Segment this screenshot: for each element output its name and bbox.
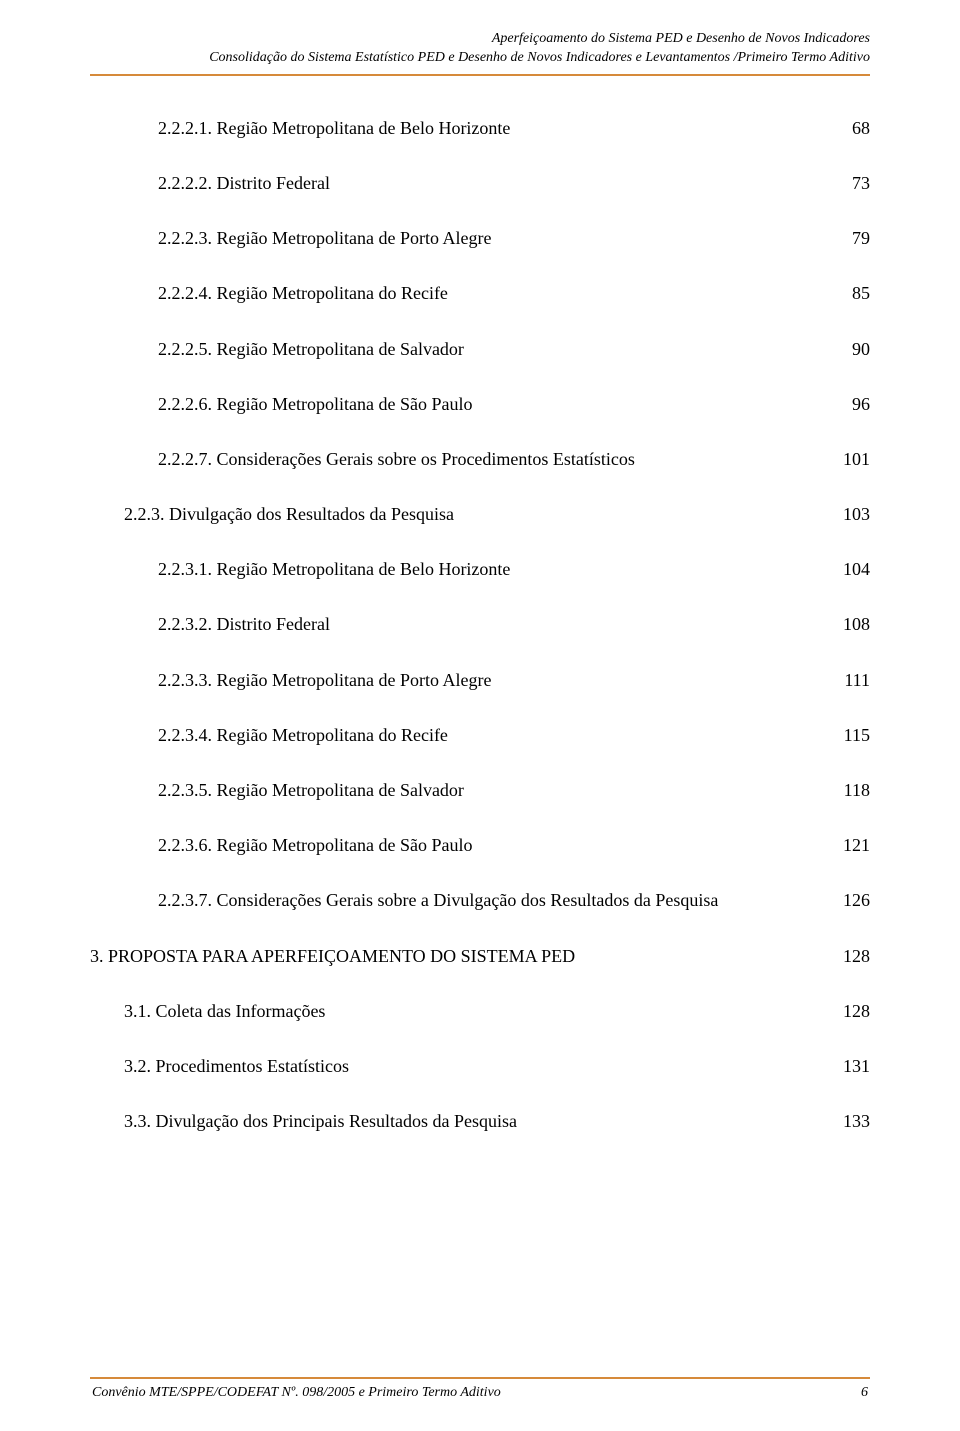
toc-row: 2.2.2.7. Considerações Gerais sobre os P… — [90, 447, 870, 472]
header-line-2: Consolidação do Sistema Estatístico PED … — [90, 49, 870, 68]
toc-entry-label: 2.2.2.2. Distrito Federal — [158, 171, 830, 196]
toc-entry-page: 131 — [830, 1054, 870, 1079]
toc-entry-label: 2.2.3.7. Considerações Gerais sobre a Di… — [158, 888, 830, 913]
toc-row: 3.1. Coleta das Informações128 — [90, 999, 870, 1024]
toc-row: 2.2.3.3. Região Metropolitana de Porto A… — [90, 668, 870, 693]
toc-entry-page: 96 — [830, 392, 870, 417]
toc-entry-label: 2.2.3. Divulgação dos Resultados da Pesq… — [124, 502, 830, 527]
toc-row: 2.2.3.6. Região Metropolitana de São Pau… — [90, 833, 870, 858]
toc-entry-label: 3.3. Divulgação dos Principais Resultado… — [124, 1109, 830, 1134]
page-footer-wrap: Convênio MTE/SPPE/CODEFAT Nº. 098/2005 e… — [90, 1377, 870, 1401]
toc-row: 3.2. Procedimentos Estatísticos131 — [90, 1054, 870, 1079]
toc-entry-label: 2.2.3.3. Região Metropolitana de Porto A… — [158, 668, 830, 693]
toc-entry-label: 2.2.2.3. Região Metropolitana de Porto A… — [158, 226, 830, 251]
toc-entry-label: 2.2.2.7. Considerações Gerais sobre os P… — [158, 447, 830, 472]
toc-row: 2.2.2.6. Região Metropolitana de São Pau… — [90, 392, 870, 417]
toc-row: 2.2.3.2. Distrito Federal108 — [90, 612, 870, 637]
toc-entry-page: 111 — [830, 668, 870, 693]
table-of-contents: 2.2.2.1. Região Metropolitana de Belo Ho… — [90, 116, 870, 1377]
page-header: Aperfeiçoamento do Sistema PED e Desenho… — [90, 30, 870, 72]
toc-entry-page: 128 — [830, 999, 870, 1024]
toc-row: 2.2.3.7. Considerações Gerais sobre a Di… — [90, 888, 870, 913]
toc-entry-label: 3. PROPOSTA PARA APERFEIÇOAMENTO DO SIST… — [90, 944, 830, 969]
toc-row: 2.2.3.5. Região Metropolitana de Salvado… — [90, 778, 870, 803]
toc-entry-label: 3.1. Coleta das Informações — [124, 999, 830, 1024]
toc-row: 2.2.2.5. Região Metropolitana de Salvado… — [90, 337, 870, 362]
toc-row: 2.2.3.4. Região Metropolitana do Recife1… — [90, 723, 870, 748]
toc-row: 2.2.2.2. Distrito Federal73 — [90, 171, 870, 196]
toc-entry-page: 90 — [830, 337, 870, 362]
toc-entry-page: 68 — [830, 116, 870, 141]
toc-entry-page: 73 — [830, 171, 870, 196]
footer-rule — [90, 1377, 870, 1379]
toc-entry-page: 133 — [830, 1109, 870, 1134]
toc-entry-page: 118 — [830, 778, 870, 803]
toc-entry-page: 108 — [830, 612, 870, 637]
toc-entry-label: 2.2.2.4. Região Metropolitana do Recife — [158, 281, 830, 306]
toc-row: 2.2.2.4. Região Metropolitana do Recife8… — [90, 281, 870, 306]
toc-entry-label: 2.2.2.1. Região Metropolitana de Belo Ho… — [158, 116, 830, 141]
footer-page-number: 6 — [861, 1385, 868, 1401]
toc-entry-page: 85 — [830, 281, 870, 306]
toc-entry-label: 2.2.2.5. Região Metropolitana de Salvado… — [158, 337, 830, 362]
toc-row: 3. PROPOSTA PARA APERFEIÇOAMENTO DO SIST… — [90, 944, 870, 969]
toc-entry-label: 2.2.3.4. Região Metropolitana do Recife — [158, 723, 830, 748]
document-page: Aperfeiçoamento do Sistema PED e Desenho… — [0, 0, 960, 1431]
toc-entry-label: 2.2.3.6. Região Metropolitana de São Pau… — [158, 833, 830, 858]
toc-entry-label: 2.2.2.6. Região Metropolitana de São Pau… — [158, 392, 830, 417]
toc-entry-page: 128 — [830, 944, 870, 969]
toc-row: 2.2.3.1. Região Metropolitana de Belo Ho… — [90, 557, 870, 582]
header-rule — [90, 74, 870, 76]
toc-entry-page: 103 — [830, 502, 870, 527]
header-line-1: Aperfeiçoamento do Sistema PED e Desenho… — [90, 30, 870, 49]
toc-entry-label: 2.2.3.2. Distrito Federal — [158, 612, 830, 637]
toc-entry-label: 2.2.3.5. Região Metropolitana de Salvado… — [158, 778, 830, 803]
page-footer: Convênio MTE/SPPE/CODEFAT Nº. 098/2005 e… — [90, 1385, 870, 1401]
toc-row: 3.3. Divulgação dos Principais Resultado… — [90, 1109, 870, 1134]
toc-entry-page: 79 — [830, 226, 870, 251]
toc-entry-page: 115 — [830, 723, 870, 748]
toc-entry-page: 121 — [830, 833, 870, 858]
toc-row: 2.2.2.1. Região Metropolitana de Belo Ho… — [90, 116, 870, 141]
footer-left: Convênio MTE/SPPE/CODEFAT Nº. 098/2005 e… — [92, 1385, 501, 1401]
toc-entry-page: 101 — [830, 447, 870, 472]
toc-entry-label: 2.2.3.1. Região Metropolitana de Belo Ho… — [158, 557, 830, 582]
toc-entry-page: 104 — [830, 557, 870, 582]
toc-row: 2.2.2.3. Região Metropolitana de Porto A… — [90, 226, 870, 251]
toc-entry-label: 3.2. Procedimentos Estatísticos — [124, 1054, 830, 1079]
toc-row: 2.2.3. Divulgação dos Resultados da Pesq… — [90, 502, 870, 527]
toc-entry-page: 126 — [830, 888, 870, 913]
